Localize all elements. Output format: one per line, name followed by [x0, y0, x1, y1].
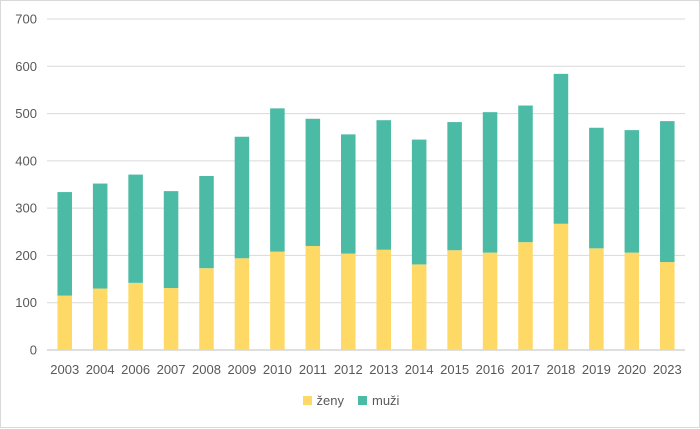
bar-segment-zeny	[57, 295, 72, 350]
legend-swatch-muzi	[358, 396, 367, 405]
x-tick-label: 2017	[511, 362, 540, 377]
x-tick-label: 2023	[653, 362, 682, 377]
bar-segment-muzi	[447, 122, 462, 251]
bar-segment-muzi	[128, 174, 143, 283]
y-tick-label: 300	[15, 201, 37, 216]
bar-segment-muzi	[376, 120, 391, 250]
bar-segment-zeny	[447, 250, 462, 350]
bar-segment-zeny	[199, 268, 214, 350]
legend-item-zeny: ženy	[302, 393, 344, 408]
bar-segment-zeny	[376, 249, 391, 350]
bar-segment-zeny	[553, 223, 569, 350]
y-tick-label: 0	[30, 343, 37, 358]
bar-segment-muzi	[270, 108, 285, 252]
y-tick-label: 400	[15, 153, 37, 168]
x-tick-label: 2016	[476, 362, 505, 377]
bar-segment-muzi	[305, 118, 321, 246]
bar-segment-zeny	[518, 242, 533, 350]
y-tick-label: 500	[15, 106, 37, 121]
bar-segment-zeny	[270, 251, 285, 350]
x-tick-label: 2009	[227, 362, 256, 377]
y-tick-label: 100	[15, 295, 37, 310]
bar-segment-zeny	[624, 252, 640, 350]
x-tick-label: 2015	[440, 362, 469, 377]
bar-segment-zeny	[92, 288, 108, 350]
bar-segment-zeny	[341, 253, 356, 350]
bar-segment-zeny	[589, 248, 604, 350]
bar-segment-muzi	[660, 121, 675, 263]
bar-segment-zeny	[660, 262, 675, 350]
x-tick-label: 2011	[299, 362, 327, 377]
bar-segment-zeny	[234, 258, 250, 350]
bar-segment-muzi	[57, 192, 72, 296]
bar-segment-muzi	[411, 139, 427, 265]
bar-segment-muzi	[341, 134, 356, 254]
y-tick-label: 700	[15, 12, 37, 27]
bar-segment-muzi	[163, 191, 179, 289]
bar-segment-zeny	[411, 264, 427, 350]
x-tick-label: 2013	[369, 362, 398, 377]
x-tick-label: 2014	[405, 362, 434, 377]
bar-segment-muzi	[482, 112, 498, 253]
bar-segment-muzi	[92, 183, 108, 289]
legend-item-muzi: muži	[358, 393, 399, 408]
x-tick-label: 2008	[192, 362, 221, 377]
x-tick-label: 2018	[546, 362, 575, 377]
bar-segment-muzi	[553, 73, 569, 224]
y-tick-label: 600	[15, 59, 37, 74]
x-tick-label: 2007	[157, 362, 186, 377]
bar-segment-muzi	[234, 136, 250, 259]
x-tick-label: 2019	[582, 362, 611, 377]
bar-segment-muzi	[624, 130, 640, 253]
bar-segment-zeny	[128, 282, 143, 350]
x-tick-label: 2006	[121, 362, 150, 377]
bar-segment-zeny	[305, 245, 321, 350]
bar-segment-zeny	[482, 252, 498, 350]
bar-segment-muzi	[518, 105, 533, 243]
bar-segment-muzi	[199, 175, 214, 269]
legend-label-muzi: muži	[372, 393, 400, 408]
legend-swatch-zeny	[302, 396, 312, 405]
chart-legend: ženy muži	[1, 393, 700, 408]
bar-segment-muzi	[589, 127, 604, 249]
x-tick-label: 2003	[50, 362, 79, 377]
x-tick-label: 2010	[263, 362, 292, 377]
bar-segment-zeny	[163, 288, 179, 350]
x-tick-label: 2012	[334, 362, 363, 377]
x-tick-label: 2020	[617, 362, 646, 377]
x-tick-label: 2004	[86, 362, 115, 377]
legend-label-zeny: ženy	[316, 393, 344, 408]
y-tick-label: 200	[15, 248, 37, 263]
